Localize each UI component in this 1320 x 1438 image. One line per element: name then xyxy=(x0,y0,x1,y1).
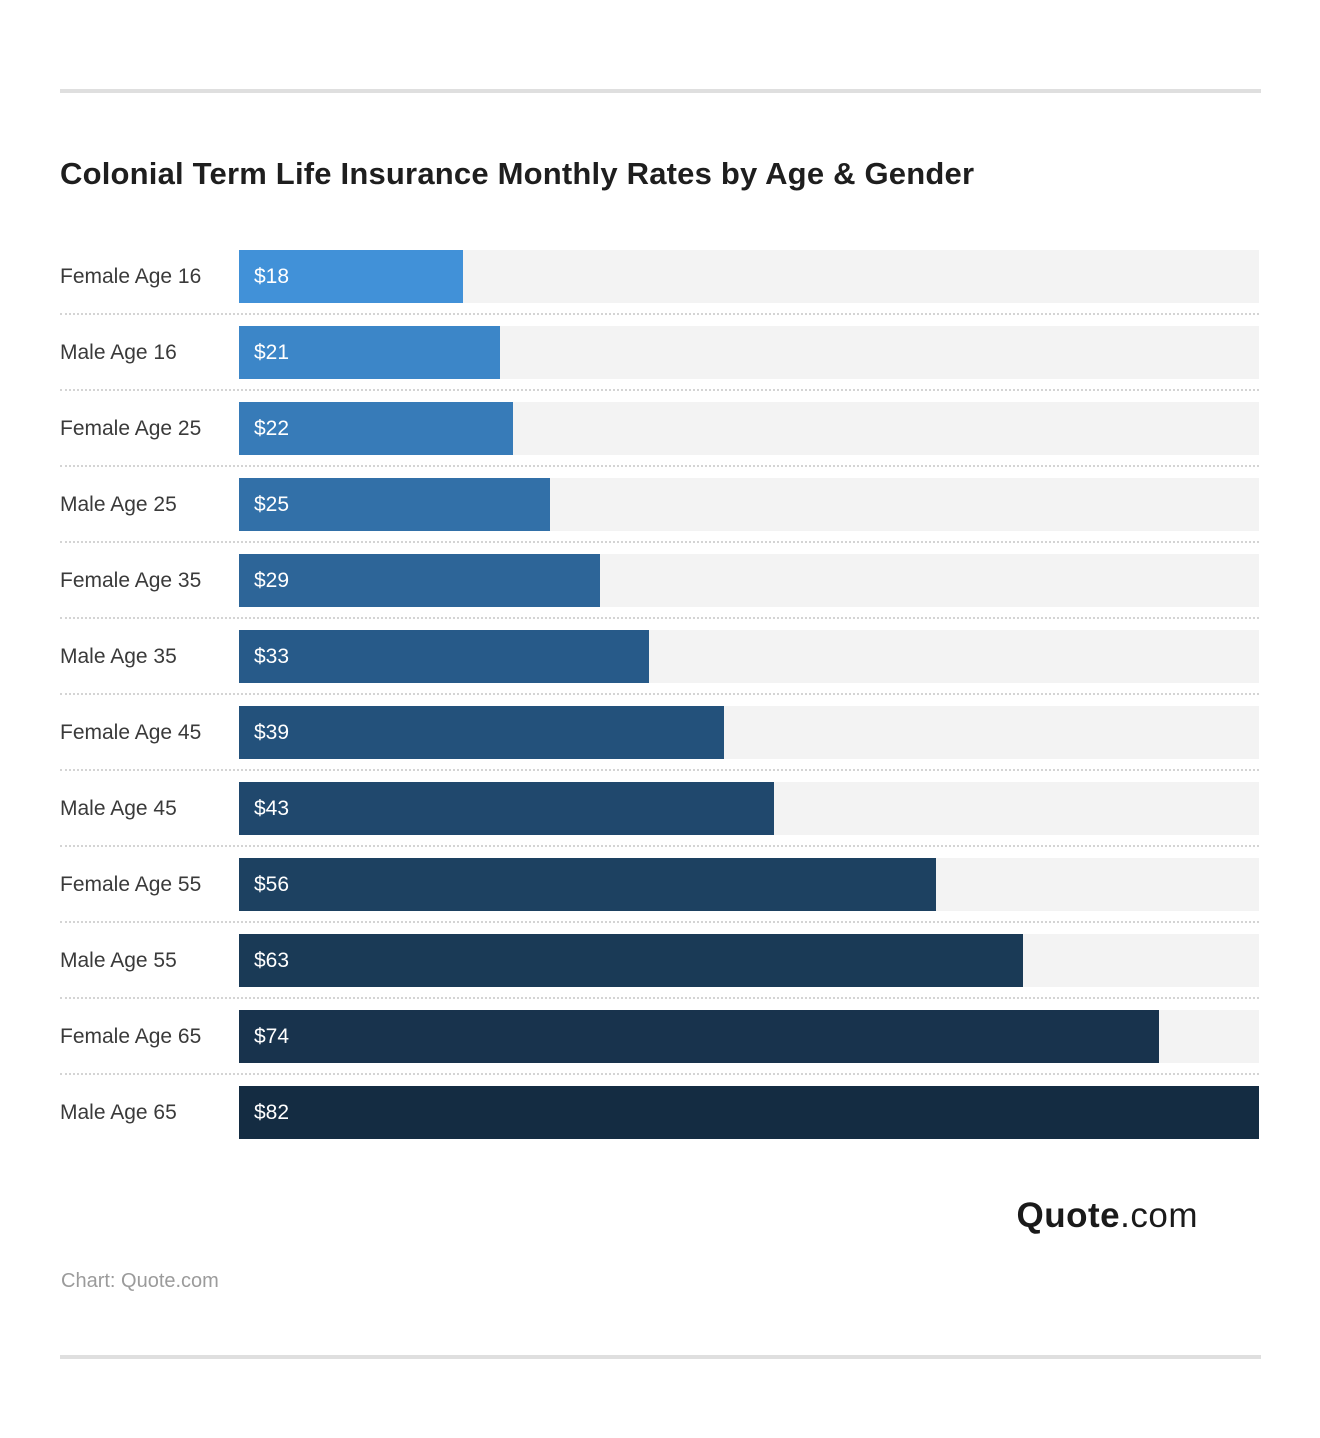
row-separator xyxy=(60,921,1259,923)
chart-row: Male Age 65 $82 xyxy=(60,1086,1259,1139)
bar: $56 xyxy=(239,858,936,911)
bar-value-label: $82 xyxy=(254,1100,290,1124)
row-separator xyxy=(60,1073,1259,1075)
bar-value-label: $21 xyxy=(254,340,290,364)
row-separator xyxy=(60,693,1259,695)
bar-label: Male Age 65 xyxy=(60,1100,177,1124)
bar-track: $39 xyxy=(239,706,1259,759)
bottom-divider xyxy=(60,1355,1261,1359)
bar-label: Male Age 55 xyxy=(60,948,177,972)
bar-track: $43 xyxy=(239,782,1259,835)
chart-row: Male Age 35 $33 xyxy=(60,630,1259,683)
bar-value-label: $18 xyxy=(254,264,290,288)
bar-value-label: $56 xyxy=(254,872,290,896)
bar-value-label: $25 xyxy=(254,492,290,516)
chart-row: Male Age 25 $25 xyxy=(60,478,1259,531)
bar-value-label: $39 xyxy=(254,720,290,744)
bar: $39 xyxy=(239,706,725,759)
bar: $43 xyxy=(239,782,774,835)
bar-track: $74 xyxy=(239,1010,1259,1063)
chart-row: Female Age 45 $39 xyxy=(60,706,1259,759)
row-separator xyxy=(60,465,1259,467)
bar: $25 xyxy=(239,478,550,531)
chart-row: Female Age 35 $29 xyxy=(60,554,1259,607)
chart-source-attribution: Chart: Quote.com xyxy=(61,1270,219,1292)
row-separator xyxy=(60,541,1259,543)
bar-value-label: $74 xyxy=(254,1024,290,1048)
row-separator xyxy=(60,845,1259,847)
bar-track: $63 xyxy=(239,934,1259,987)
bar-value-label: $22 xyxy=(254,416,290,440)
bar-value-label: $43 xyxy=(254,796,290,820)
quote-com-logo: Quote.com xyxy=(1017,1196,1198,1236)
bar-label: Female Age 25 xyxy=(60,416,202,440)
bar-track: $29 xyxy=(239,554,1259,607)
row-separator xyxy=(60,313,1259,315)
bar-label: Female Age 45 xyxy=(60,720,202,744)
bar: $18 xyxy=(239,250,463,303)
bar-label: Female Age 16 xyxy=(60,264,202,288)
bar-label: Female Age 55 xyxy=(60,872,202,896)
bar-label: Male Age 16 xyxy=(60,340,177,364)
bar-chart: Female Age 16 $18 Male Age 16 $21 Female Age… xyxy=(60,250,1259,1139)
chart-row: Male Age 16 $21 xyxy=(60,326,1259,379)
top-divider xyxy=(60,89,1261,93)
chart-row: Female Age 25 $22 xyxy=(60,402,1259,455)
bar-label: Male Age 45 xyxy=(60,796,177,820)
bar: $29 xyxy=(239,554,600,607)
bar-label: Male Age 25 xyxy=(60,492,177,516)
bar-value-label: $63 xyxy=(254,948,290,972)
bar-track: $82 xyxy=(239,1086,1259,1139)
bar-track: $33 xyxy=(239,630,1259,683)
chart-row: Male Age 55 $63 xyxy=(60,934,1259,987)
chart-title: Colonial Term Life Insurance Monthly Rat… xyxy=(60,156,975,191)
bar-track: $21 xyxy=(239,326,1259,379)
bar: $21 xyxy=(239,326,501,379)
row-separator xyxy=(60,617,1259,619)
row-separator xyxy=(60,769,1259,771)
bar-label: Female Age 35 xyxy=(60,568,202,592)
bar-value-label: $29 xyxy=(254,568,290,592)
bar: $63 xyxy=(239,934,1023,987)
chart-row: Female Age 55 $56 xyxy=(60,858,1259,911)
row-separator xyxy=(60,389,1259,391)
bar: $22 xyxy=(239,402,513,455)
logo-text-rest: .com xyxy=(1120,1196,1198,1235)
bar-track: $56 xyxy=(239,858,1259,911)
bar-track: $25 xyxy=(239,478,1259,531)
bar-label: Female Age 65 xyxy=(60,1024,202,1048)
row-separator xyxy=(60,997,1259,999)
bar-track: $22 xyxy=(239,402,1259,455)
bar: $82 xyxy=(239,1086,1259,1139)
bar: $33 xyxy=(239,630,650,683)
bar-track: $18 xyxy=(239,250,1259,303)
bar: $74 xyxy=(239,1010,1160,1063)
bar-value-label: $33 xyxy=(254,644,290,668)
logo-text-bold: Quote xyxy=(1016,1196,1121,1235)
bar-label: Male Age 35 xyxy=(60,644,177,668)
chart-row: Female Age 16 $18 xyxy=(60,250,1259,303)
chart-row: Female Age 65 $74 xyxy=(60,1010,1259,1063)
chart-row: Male Age 45 $43 xyxy=(60,782,1259,835)
